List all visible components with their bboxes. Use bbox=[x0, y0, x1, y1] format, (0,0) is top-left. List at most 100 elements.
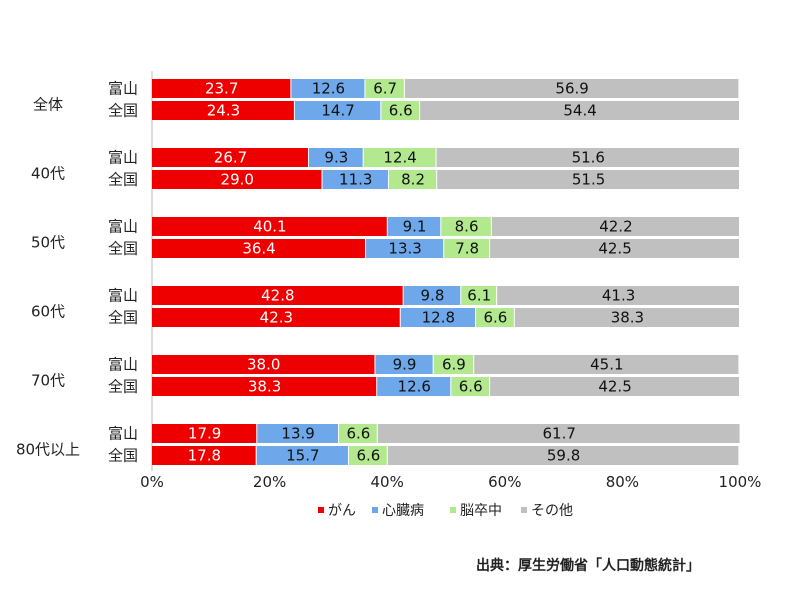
x-tick-label: 60% bbox=[488, 473, 521, 491]
bar-segment bbox=[308, 148, 363, 167]
data-label: 24.3 bbox=[207, 102, 240, 120]
data-label: 6.6 bbox=[483, 309, 507, 327]
legend-swatch bbox=[521, 507, 527, 513]
row-label: 富山 bbox=[108, 218, 138, 236]
legend-label: 脳卒中 bbox=[460, 503, 502, 519]
bar-segment bbox=[388, 170, 437, 189]
bar-segment bbox=[338, 424, 377, 443]
data-label: 61.7 bbox=[542, 425, 575, 443]
row-label: 全国 bbox=[108, 102, 138, 120]
bar-segment bbox=[348, 446, 387, 465]
row-label: 全国 bbox=[108, 447, 138, 465]
bar-segment bbox=[152, 308, 400, 327]
data-label: 26.7 bbox=[214, 149, 247, 167]
bar-segment bbox=[363, 148, 436, 167]
bars-layer bbox=[152, 79, 740, 465]
row-label: 富山 bbox=[108, 425, 138, 443]
data-label: 13.9 bbox=[281, 425, 314, 443]
data-label: 36.4 bbox=[242, 240, 275, 258]
data-label: 42.2 bbox=[599, 218, 632, 236]
data-label: 42.8 bbox=[261, 287, 294, 305]
data-label: 6.6 bbox=[459, 378, 483, 396]
bar-segment bbox=[152, 424, 257, 443]
x-tick-label: 40% bbox=[371, 473, 404, 491]
legend-label: がん bbox=[328, 503, 356, 519]
data-label: 12.6 bbox=[398, 378, 431, 396]
bar-segment bbox=[294, 101, 381, 120]
bar-segment bbox=[490, 239, 739, 258]
data-label: 38.0 bbox=[247, 356, 280, 374]
group-label: 80代以上 bbox=[16, 441, 80, 459]
data-label: 29.0 bbox=[221, 171, 254, 189]
bar-segment bbox=[152, 377, 377, 396]
data-label: 38.3 bbox=[248, 378, 281, 396]
data-label: 12.8 bbox=[422, 309, 455, 327]
data-label: 6.9 bbox=[442, 356, 466, 374]
data-label: 54.4 bbox=[563, 102, 596, 120]
bar-segment bbox=[441, 217, 491, 236]
row-label: 全国 bbox=[108, 309, 138, 327]
data-label: 42.3 bbox=[260, 309, 293, 327]
data-label: 12.4 bbox=[383, 149, 416, 167]
data-label: 6.6 bbox=[356, 447, 380, 465]
data-label: 6.6 bbox=[389, 102, 413, 120]
bar-segment bbox=[400, 308, 475, 327]
bar-segment bbox=[387, 217, 441, 236]
bar-segment bbox=[375, 355, 433, 374]
bar-segment bbox=[152, 101, 294, 120]
data-label: 40.1 bbox=[253, 218, 286, 236]
legend-label: 心臓病 bbox=[382, 503, 424, 519]
bar-segment bbox=[404, 79, 739, 98]
data-label: 13.3 bbox=[388, 240, 421, 258]
data-label: 38.3 bbox=[611, 309, 644, 327]
data-label: 59.8 bbox=[547, 447, 580, 465]
data-label: 6.1 bbox=[467, 287, 491, 305]
bar-segment bbox=[433, 355, 474, 374]
bar-segment bbox=[152, 79, 291, 98]
data-label: 15.7 bbox=[286, 447, 319, 465]
data-label: 8.6 bbox=[455, 218, 479, 236]
legend: がん 心臓病 脳卒中 その他 bbox=[318, 503, 573, 519]
legend-swatch bbox=[372, 507, 378, 513]
data-label: 51.5 bbox=[572, 171, 605, 189]
data-label: 42.5 bbox=[598, 240, 631, 258]
legend-swatch bbox=[450, 507, 456, 513]
bar-segment bbox=[437, 170, 739, 189]
bar-segment bbox=[152, 355, 375, 374]
bar-segment bbox=[444, 239, 490, 258]
bar-segment bbox=[152, 148, 308, 167]
bar-segment bbox=[152, 239, 366, 258]
data-label: 11.3 bbox=[339, 171, 372, 189]
data-label: 42.5 bbox=[598, 378, 631, 396]
group-label: 60代 bbox=[31, 303, 65, 321]
data-label: 12.6 bbox=[312, 80, 345, 98]
legend-swatch bbox=[318, 507, 324, 513]
bar-segment bbox=[461, 286, 497, 305]
x-tick-label: 20% bbox=[253, 473, 286, 491]
data-label: 7.8 bbox=[455, 240, 479, 258]
bar-segment bbox=[474, 355, 739, 374]
bar-segment bbox=[322, 170, 388, 189]
data-label: 6.7 bbox=[373, 80, 397, 98]
group-label: 全体 bbox=[33, 96, 63, 114]
bar-segment bbox=[377, 377, 451, 396]
bar-segment bbox=[451, 377, 490, 396]
row-label: 富山 bbox=[108, 80, 138, 98]
data-label: 9.1 bbox=[403, 218, 427, 236]
bar-segment bbox=[490, 377, 739, 396]
bar-segment bbox=[152, 286, 403, 305]
group-label: 50代 bbox=[31, 234, 65, 252]
bar-segment bbox=[377, 424, 740, 443]
bar-segment bbox=[291, 79, 365, 98]
row-label: 富山 bbox=[108, 356, 138, 374]
bar-segment bbox=[475, 308, 514, 327]
bar-segment bbox=[403, 286, 461, 305]
data-label: 51.6 bbox=[572, 149, 605, 167]
source-note: 出典：厚生労働省「人口動態統計」 bbox=[476, 558, 700, 574]
data-label: 56.9 bbox=[555, 80, 588, 98]
bar-segment bbox=[152, 217, 387, 236]
data-label: 17.9 bbox=[188, 425, 221, 443]
data-label: 23.7 bbox=[205, 80, 238, 98]
